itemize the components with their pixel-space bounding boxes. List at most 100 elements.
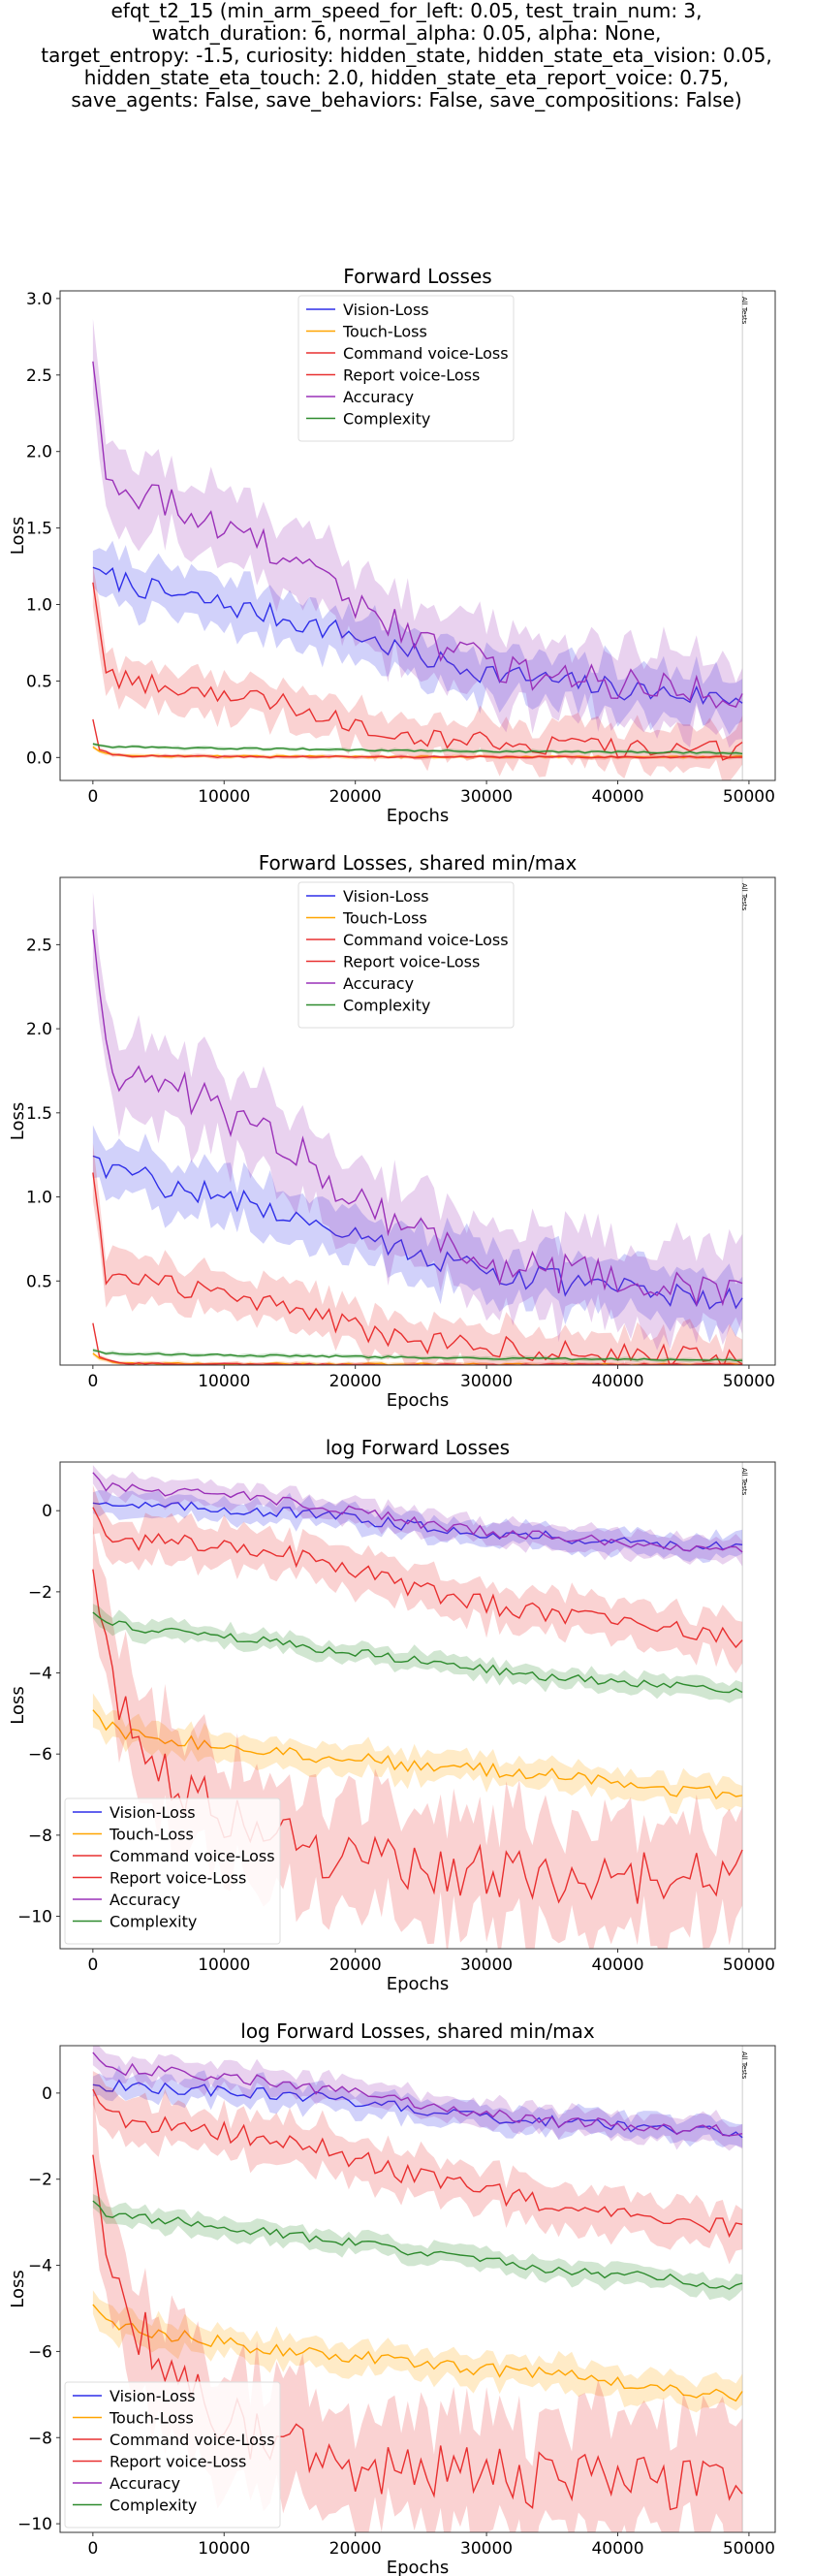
suptitle-line: watch_duration: 6, normal_alpha: 0.05, a…: [151, 21, 662, 45]
chart-forward-losses: Forward Losses All Tests 0 10000 20000 30000 4…: [8, 265, 776, 826]
x-tick-label: 40000: [591, 2539, 643, 2559]
series-line-accuracy: [92, 1472, 743, 1553]
legend-label-accuracy: Accuracy: [109, 2474, 180, 2493]
legend-label-touch: Touch-Loss: [342, 909, 427, 928]
y-tick-label: 3.0: [26, 290, 52, 309]
chart-title: log Forward Losses: [326, 1436, 510, 1459]
y-axis-label: Loss: [8, 1102, 28, 1140]
series-line-touch: [92, 1709, 743, 1800]
x-axis-label: Epochs: [387, 1974, 450, 1994]
series-line-command: [92, 1569, 743, 1904]
legend-label-command: Command voice-Loss: [109, 1847, 275, 1865]
axes-frame: [59, 290, 776, 781]
series-band-complexity: [92, 743, 743, 756]
series-line-report: [92, 1172, 743, 1365]
series-band-touch: [92, 2290, 743, 2413]
chart-title: log Forward Losses, shared min/max: [240, 2019, 595, 2043]
legend-label-command: Command voice-Loss: [109, 2431, 275, 2449]
legend-label-complexity: Complexity: [343, 997, 430, 1015]
legend: Vision-Loss Touch-Loss Command voice-Loss R…: [64, 1797, 281, 1945]
legend-frame: [64, 1797, 281, 1945]
suptitle-line: target_entropy: -1.5, curiosity: hidden_…: [41, 44, 772, 67]
x-tick-label: 30000: [460, 787, 513, 807]
legend-label-complexity: Complexity: [109, 1913, 197, 1931]
y-axis-label: Loss: [8, 517, 28, 555]
series-band-accuracy: [92, 2046, 743, 2151]
y-tick-label: 2.0: [26, 1020, 52, 1039]
legend-label-report: Report voice-Loss: [109, 1869, 246, 1888]
series-line-vision: [92, 566, 743, 705]
x-tick-label: 50000: [723, 2539, 775, 2559]
x-tick-label: 30000: [460, 1372, 513, 1391]
legend-label-touch: Touch-Loss: [342, 323, 427, 341]
series-band-vision: [92, 2065, 743, 2148]
y-tick-label: 1.5: [26, 520, 52, 539]
series-band-report: [92, 1142, 743, 1365]
y-tick-label: 0: [42, 2084, 52, 2104]
series-line-accuracy: [92, 361, 743, 709]
legend-frame: [64, 2381, 281, 2528]
series-line-complexity: [92, 743, 743, 755]
y-tick-label: 2.0: [26, 443, 52, 462]
series-band-accuracy: [92, 318, 743, 748]
x-axis-label: Epochs: [387, 1390, 450, 1411]
legend-label-vision: Vision-Loss: [343, 301, 429, 319]
series-band-accuracy: [92, 1465, 743, 1567]
series-line-vision: [92, 2079, 743, 2139]
x-axis-label: Epochs: [387, 806, 450, 826]
x-tick-label: 10000: [198, 1372, 250, 1391]
x-tick-label: 20000: [329, 2539, 382, 2559]
series-line-complexity: [92, 2200, 743, 2290]
legend-label-touch: Touch-Loss: [109, 2409, 194, 2428]
legend-label-report: Report voice-Loss: [343, 366, 480, 385]
x-tick-label: 40000: [591, 1956, 643, 1975]
all-tests-label: All Tests: [740, 2051, 748, 2080]
series-band-report: [92, 2071, 743, 2265]
legend-label-accuracy: Accuracy: [343, 388, 414, 406]
legend-label-complexity: Complexity: [343, 410, 430, 429]
x-tick-label: 10000: [198, 2539, 250, 2559]
all-tests-label: All Tests: [740, 1468, 748, 1496]
x-tick-label: 20000: [329, 787, 382, 807]
y-tick-label: 0.5: [26, 672, 52, 691]
y-tick-label: −6: [28, 2342, 52, 2362]
y-tick-label: 0.0: [26, 748, 52, 768]
legend-label-vision: Vision-Loss: [109, 1803, 196, 1822]
x-tick-label: 40000: [591, 1372, 643, 1391]
series-band-report: [92, 564, 743, 780]
all-tests-label: All Tests: [740, 883, 748, 911]
figure-suptitle: efqt_t2_15 (min_arm_speed_for_left: 0.05…: [0, 0, 813, 111]
y-tick-label: −6: [28, 1745, 52, 1765]
y-tick-label: −2: [28, 1583, 52, 1603]
legend-frame: [297, 295, 515, 442]
chart-title: Forward Losses: [343, 265, 491, 288]
series-band-vision: [92, 1490, 743, 1564]
legend-label-report: Report voice-Loss: [343, 953, 480, 971]
series-line-touch: [92, 2304, 743, 2402]
axes-frame: [59, 1461, 776, 1950]
series-line-complexity: [92, 1611, 743, 1694]
y-tick-label: 2.5: [26, 936, 52, 955]
x-axis-label: Epochs: [387, 2558, 450, 2576]
y-tick-label: −8: [28, 2429, 52, 2448]
series-line-accuracy: [92, 929, 743, 1307]
x-tick-label: 20000: [329, 1372, 382, 1391]
legend-label-complexity: Complexity: [109, 2496, 197, 2515]
chart-forward-losses-shared: Forward Losses, shared min/max All Tests 0…: [8, 851, 776, 1411]
series-band-accuracy: [92, 892, 743, 1351]
suptitle-line: efqt_t2_15 (min_arm_speed_for_left: 0.05…: [110, 0, 703, 22]
series-line-report: [92, 2088, 743, 2239]
x-tick-label: 30000: [460, 1956, 513, 1975]
x-tick-label: 0: [87, 787, 98, 807]
series-band-report: [92, 1484, 743, 1673]
series-band-complexity: [92, 2194, 743, 2302]
series-line-report: [92, 582, 743, 761]
legend-label-touch: Touch-Loss: [109, 1826, 194, 1844]
y-tick-label: 2.5: [26, 366, 52, 386]
series-band-touch: [92, 1693, 743, 1815]
y-axis-label: Loss: [8, 1686, 28, 1724]
legend-label-report: Report voice-Loss: [109, 2453, 246, 2471]
legend-frame: [297, 881, 515, 1029]
series-line-accuracy: [92, 2051, 743, 2137]
x-tick-label: 50000: [723, 787, 775, 807]
